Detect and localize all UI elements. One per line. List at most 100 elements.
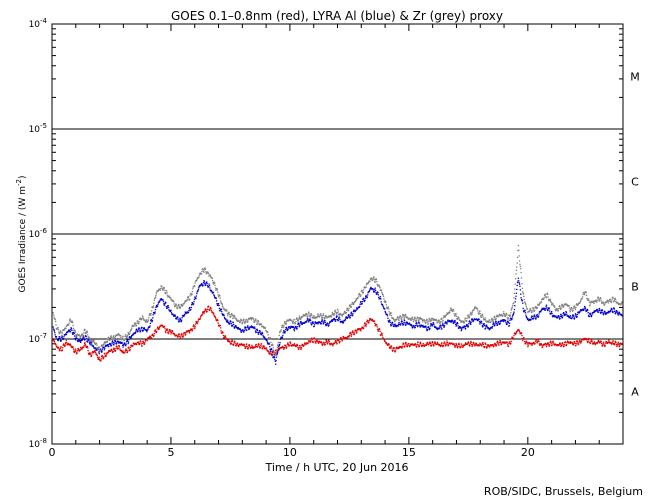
data-point (206, 282, 208, 285)
data-point (461, 344, 463, 347)
data-point (442, 323, 444, 325)
data-point (574, 309, 577, 311)
data-point (380, 298, 382, 300)
data-point (190, 292, 192, 295)
data-point (317, 314, 319, 316)
data-point (374, 289, 377, 292)
data-point (443, 341, 446, 343)
data-point (545, 307, 547, 310)
data-point (245, 346, 247, 348)
data-point (415, 324, 417, 327)
data-point (246, 329, 248, 331)
data-point (355, 298, 357, 300)
data-point (101, 355, 104, 357)
data-point (324, 321, 326, 323)
data-point (284, 328, 287, 331)
data-point (251, 326, 253, 329)
data-point (390, 324, 393, 326)
data-point (383, 339, 385, 341)
data-point (265, 347, 268, 350)
data-point (231, 339, 233, 342)
data-point (172, 332, 174, 334)
data-point (255, 320, 257, 322)
data-point (523, 298, 525, 301)
data-point (539, 344, 541, 346)
data-point (179, 319, 182, 321)
data-point (432, 323, 434, 326)
data-point (592, 343, 594, 345)
data-point (524, 302, 527, 305)
data-point (387, 317, 389, 319)
data-point (454, 321, 456, 323)
data-point (212, 313, 215, 315)
data-point (402, 313, 404, 316)
data-point (141, 327, 143, 329)
data-point (507, 344, 509, 346)
data-point (74, 331, 77, 333)
data-point (146, 338, 149, 340)
data-point (192, 325, 194, 328)
data-point (106, 341, 108, 343)
data-point (395, 346, 398, 348)
data-point (470, 343, 473, 346)
data-point (192, 303, 194, 305)
data-point (242, 319, 244, 322)
data-point (232, 321, 234, 324)
data-point (257, 345, 259, 347)
data-point (583, 308, 585, 310)
data-point (491, 318, 493, 320)
data-point (59, 347, 62, 350)
data-point (533, 310, 535, 313)
data-point (506, 342, 508, 344)
data-point (525, 303, 527, 306)
data-point (291, 320, 293, 322)
data-point (454, 319, 456, 322)
data-point (289, 318, 291, 320)
data-point (503, 320, 505, 323)
data-point (589, 341, 591, 343)
data-point (70, 327, 72, 329)
data-point (439, 320, 442, 323)
data-point (75, 338, 77, 340)
data-point (505, 342, 507, 344)
data-point (210, 308, 212, 310)
data-point (284, 345, 287, 347)
data-point (245, 344, 247, 346)
data-point (521, 299, 523, 301)
data-point (510, 312, 512, 314)
data-point (347, 316, 349, 319)
data-point (352, 330, 354, 332)
data-point (142, 342, 145, 344)
data-point (64, 344, 66, 347)
data-point (299, 324, 301, 326)
data-point (419, 341, 422, 343)
data-point (468, 345, 471, 347)
data-point (309, 314, 312, 317)
data-point (469, 314, 471, 316)
data-point (61, 349, 64, 351)
data-point (65, 328, 67, 330)
data-point (72, 346, 74, 348)
data-point (348, 314, 350, 316)
data-point (304, 315, 306, 317)
data-point (190, 328, 192, 330)
data-point (257, 343, 260, 345)
data-point (133, 333, 135, 335)
data-point (562, 344, 564, 346)
data-point (548, 307, 550, 309)
data-point (162, 300, 165, 303)
data-point (285, 323, 287, 325)
data-point (422, 344, 425, 346)
data-point (587, 314, 590, 316)
data-point (535, 305, 537, 308)
data-point (479, 310, 481, 312)
data-point (463, 321, 466, 323)
data-point (422, 324, 424, 327)
data-point (599, 297, 602, 299)
data-point (425, 344, 428, 346)
data-point (466, 325, 469, 327)
data-point (179, 317, 181, 319)
data-point (309, 318, 311, 320)
data-point (186, 300, 188, 302)
data-point (282, 325, 284, 328)
